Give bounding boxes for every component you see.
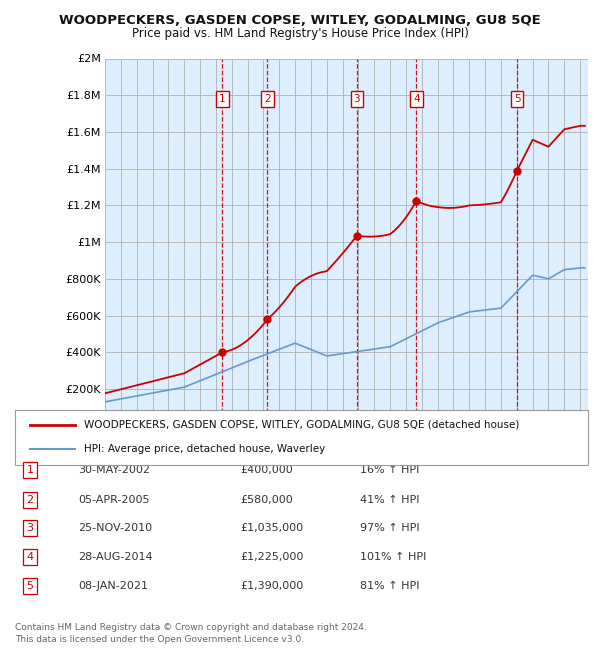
Text: 2: 2 (264, 94, 271, 104)
Text: 25-NOV-2010: 25-NOV-2010 (78, 523, 152, 533)
Text: 41% ↑ HPI: 41% ↑ HPI (360, 495, 419, 505)
Text: 08-JAN-2021: 08-JAN-2021 (78, 581, 148, 591)
Text: 1: 1 (26, 465, 34, 475)
Text: WOODPECKERS, GASDEN COPSE, WITLEY, GODALMING, GU8 5QE: WOODPECKERS, GASDEN COPSE, WITLEY, GODAL… (59, 14, 541, 27)
Text: 81% ↑ HPI: 81% ↑ HPI (360, 581, 419, 591)
Text: 101% ↑ HPI: 101% ↑ HPI (360, 552, 427, 562)
Text: 05-APR-2005: 05-APR-2005 (78, 495, 149, 505)
Text: £1,035,000: £1,035,000 (240, 523, 303, 533)
Text: HPI: Average price, detached house, Waverley: HPI: Average price, detached house, Wave… (84, 445, 325, 454)
Text: Price paid vs. HM Land Registry's House Price Index (HPI): Price paid vs. HM Land Registry's House … (131, 27, 469, 40)
Text: 3: 3 (353, 94, 360, 104)
Text: 28-AUG-2014: 28-AUG-2014 (78, 552, 152, 562)
Text: £580,000: £580,000 (240, 495, 293, 505)
Text: 97% ↑ HPI: 97% ↑ HPI (360, 523, 419, 533)
Text: WOODPECKERS, GASDEN COPSE, WITLEY, GODALMING, GU8 5QE (detached house): WOODPECKERS, GASDEN COPSE, WITLEY, GODAL… (84, 420, 520, 430)
Text: £400,000: £400,000 (240, 465, 293, 475)
Text: 1: 1 (219, 94, 226, 104)
Text: 5: 5 (514, 94, 520, 104)
Text: £1,390,000: £1,390,000 (240, 581, 303, 591)
Text: £1,225,000: £1,225,000 (240, 552, 304, 562)
Text: 16% ↑ HPI: 16% ↑ HPI (360, 465, 419, 475)
Text: 3: 3 (26, 523, 34, 533)
Text: 4: 4 (413, 94, 419, 104)
Text: 2: 2 (26, 495, 34, 505)
Text: 5: 5 (26, 581, 34, 591)
Text: 4: 4 (26, 552, 34, 562)
Text: 30-MAY-2002: 30-MAY-2002 (78, 465, 150, 475)
Text: This data is licensed under the Open Government Licence v3.0.: This data is licensed under the Open Gov… (15, 634, 304, 644)
Text: Contains HM Land Registry data © Crown copyright and database right 2024.: Contains HM Land Registry data © Crown c… (15, 623, 367, 632)
